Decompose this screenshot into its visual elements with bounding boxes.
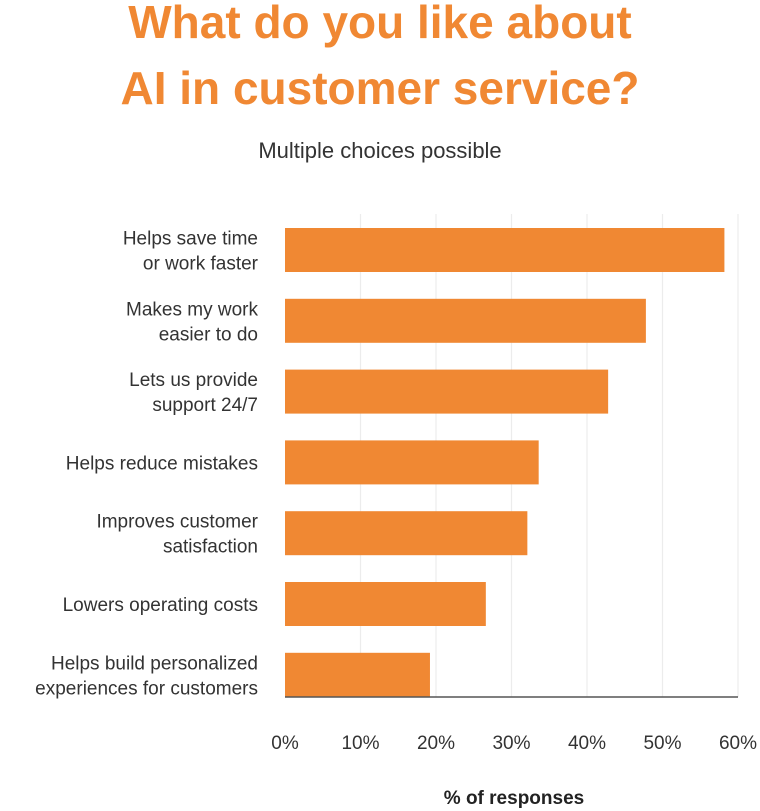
category-label: Lowers operating costs: [63, 595, 258, 616]
category-label: easier to do: [159, 324, 258, 345]
chart-title-line-2: AI in customer service?: [120, 62, 640, 114]
x-tick-label: 30%: [492, 733, 530, 754]
x-tick-label: 0%: [271, 733, 299, 754]
category-label: or work faster: [143, 254, 259, 275]
category-label: Helps reduce mistakes: [66, 453, 258, 474]
x-axis-title: % of responses: [444, 788, 584, 809]
bar: [285, 369, 609, 414]
chart-subtitle: Multiple choices possible: [258, 138, 502, 163]
x-tick-label: 20%: [417, 733, 455, 754]
bar: [285, 228, 725, 272]
category-label: Lets us provide: [129, 370, 258, 391]
category-label: support 24/7: [152, 395, 258, 416]
x-tick-label: 40%: [568, 733, 606, 754]
chart-title-line-1: What do you like about: [128, 0, 632, 48]
x-tick-label: 10%: [341, 733, 379, 754]
category-label: experiences for customers: [35, 678, 258, 699]
category-label: Helps save time: [123, 229, 258, 250]
bar: [285, 582, 486, 626]
category-label: Helps build personalized: [51, 653, 258, 674]
bar: [285, 298, 646, 343]
category-label: satisfaction: [163, 537, 258, 558]
bar: [285, 511, 528, 556]
category-label: Makes my work: [126, 299, 258, 320]
bar: [285, 440, 539, 485]
x-tick-label: 50%: [643, 733, 681, 754]
category-label: Improves customer: [96, 512, 258, 533]
x-tick-label: 60%: [719, 733, 757, 754]
bar: [285, 652, 430, 697]
